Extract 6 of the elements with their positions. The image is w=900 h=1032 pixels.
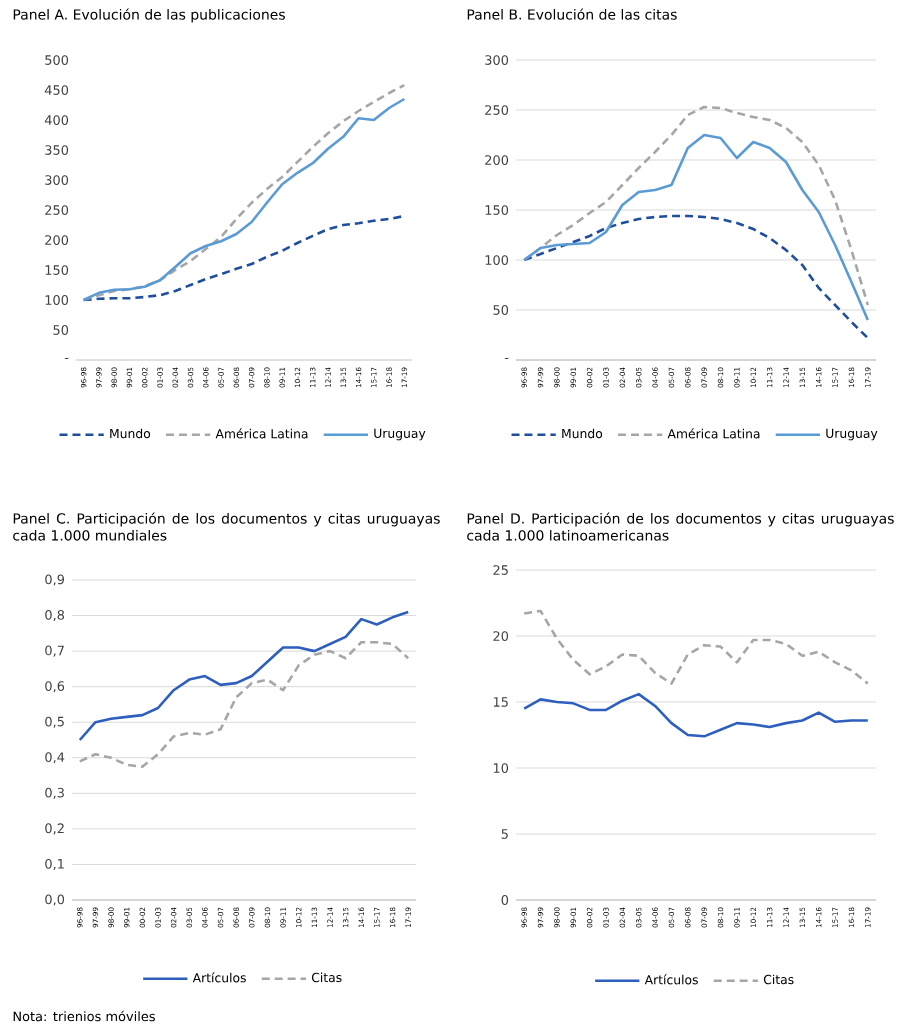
line-series: [522, 609, 870, 685]
line-series: [78, 610, 410, 742]
line-series: [522, 133, 870, 322]
line-series: [522, 692, 870, 738]
line-series: [522, 214, 870, 340]
line-series: [78, 640, 410, 768]
